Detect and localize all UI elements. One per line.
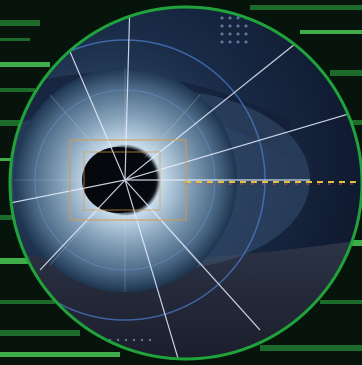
pupil (82, 147, 154, 213)
dot-grid (220, 16, 248, 44)
scan-frame-inner (83, 151, 161, 211)
scan-frame-icon (69, 139, 187, 221)
scan-ring-border (8, 5, 362, 361)
green-stripes (0, 5, 362, 357)
